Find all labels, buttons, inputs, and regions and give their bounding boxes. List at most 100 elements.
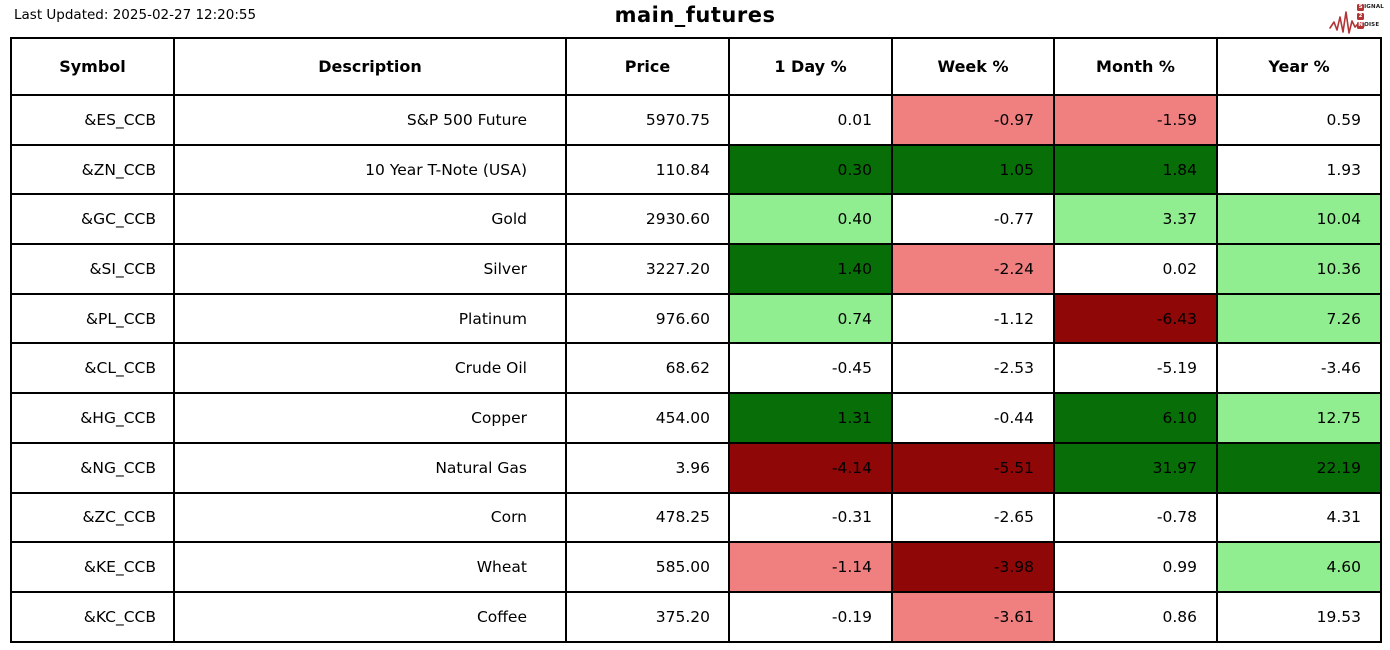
logo-text: S IGNAL 2 N OISE [1357,3,1384,29]
symbol-cell: &KE_CCB [10,541,175,593]
description-cell: Platinum [173,292,567,345]
year-pct-cell: 0.59 [1216,94,1382,146]
symbol-cell: &CL_CCB [10,342,175,395]
year-pct-cell: 12.75 [1216,392,1382,444]
day-pct-cell: 0.74 [728,292,893,345]
column-header-month-pct: Month % [1053,37,1218,96]
table-row: &KC_CCB Coffee 375.20 -0.19 -3.61 0.86 19.53 [10,590,1382,643]
description-cell: Corn [173,491,567,544]
symbol-cell: &PL_CCB [10,292,175,345]
table-row: &SI_CCB Silver 3227.20 1.40 -2.24 0.02 10.36 [10,243,1382,295]
last-updated-timestamp: Last Updated: 2025-02-27 12:20:55 [14,7,257,23]
week-pct-cell: -5.51 [891,441,1055,494]
week-pct-cell: -3.61 [891,590,1055,643]
table-row: &ES_CCB S&P 500 Future 5970.75 0.01 -0.97 -1.… [10,94,1382,146]
column-header-year-pct: Year % [1216,37,1382,96]
column-header-week-pct: Week % [891,37,1055,96]
column-header-symbol: Symbol [10,37,175,96]
table-row: &HG_CCB Copper 454.00 1.31 -0.44 6.10 12.75 [10,392,1382,444]
table-row: &GC_CCB Gold 2930.60 0.40 -0.77 3.37 10.04 [10,193,1382,246]
page-title: main_futures [614,3,776,27]
week-pct-cell: -0.77 [891,193,1055,246]
description-cell: Copper [173,392,567,444]
description-cell: Natural Gas [173,441,567,494]
week-pct-cell: 1.05 [891,143,1055,196]
symbol-cell: &NG_CCB [10,441,175,494]
futures-table: Symbol Description Price 1 Day % Week % Month… [10,37,1382,643]
description-cell: 10 Year T-Note (USA) [173,143,567,196]
logo-letter-n: N [1357,21,1365,29]
day-pct-cell: 1.40 [728,243,893,295]
week-pct-cell: -2.53 [891,342,1055,395]
column-header-price: Price [565,37,730,96]
year-pct-cell: 19.53 [1216,590,1382,643]
symbol-cell: &ZC_CCB [10,491,175,544]
price-cell: 375.20 [565,590,730,643]
price-cell: 454.00 [565,392,730,444]
month-pct-cell: 31.97 [1053,441,1218,494]
year-pct-cell: 10.04 [1216,193,1382,246]
day-pct-cell: 0.01 [728,94,893,146]
table-row: &KE_CCB Wheat 585.00 -1.14 -3.98 0.99 4.60 [10,541,1382,593]
symbol-cell: &ZN_CCB [10,143,175,196]
year-pct-cell: 4.60 [1216,541,1382,593]
day-pct-cell: 0.30 [728,143,893,196]
description-cell: Wheat [173,541,567,593]
symbol-cell: &GC_CCB [10,193,175,246]
year-pct-cell: -3.46 [1216,342,1382,395]
price-cell: 478.25 [565,491,730,544]
day-pct-cell: -0.31 [728,491,893,544]
day-pct-cell: -4.14 [728,441,893,494]
week-pct-cell: -0.44 [891,392,1055,444]
month-pct-cell: 6.10 [1053,392,1218,444]
week-pct-cell: -3.98 [891,541,1055,593]
symbol-cell: &ES_CCB [10,94,175,146]
table-row: &ZN_CCB 10 Year T-Note (USA) 110.84 0.30 1.0… [10,143,1382,196]
month-pct-cell: 0.02 [1053,243,1218,295]
week-pct-cell: -0.97 [891,94,1055,146]
day-pct-cell: -0.19 [728,590,893,643]
month-pct-cell: 1.84 [1053,143,1218,196]
table-row: &NG_CCB Natural Gas 3.96 -4.14 -5.51 31.97 22.… [10,441,1382,494]
year-pct-cell: 4.31 [1216,491,1382,544]
price-cell: 68.62 [565,342,730,395]
logo-letter-s: S [1357,3,1365,11]
table-row: &CL_CCB Crude Oil 68.62 -0.45 -2.53 -5.19 -3.4… [10,342,1382,395]
month-pct-cell: 0.86 [1053,590,1218,643]
price-cell: 3227.20 [565,243,730,295]
price-cell: 110.84 [565,143,730,196]
column-header-description: Description [173,37,567,96]
logo-word-signal: IGNAL [1364,4,1384,10]
year-pct-cell: 10.36 [1216,243,1382,295]
day-pct-cell: 1.31 [728,392,893,444]
year-pct-cell: 22.19 [1216,441,1382,494]
symbol-cell: &HG_CCB [10,392,175,444]
month-pct-cell: -1.59 [1053,94,1218,146]
column-header-day-pct: 1 Day % [728,37,893,96]
month-pct-cell: -5.19 [1053,342,1218,395]
logo-word-noise: OISE [1364,22,1380,28]
table-row: &PL_CCB Platinum 976.60 0.74 -1.12 -6.43 7.26 [10,292,1382,345]
description-cell: Crude Oil [173,342,567,395]
description-cell: Coffee [173,590,567,643]
price-cell: 976.60 [565,292,730,345]
description-cell: S&P 500 Future [173,94,567,146]
symbol-cell: &KC_CCB [10,590,175,643]
month-pct-cell: -6.43 [1053,292,1218,345]
year-pct-cell: 7.26 [1216,292,1382,345]
signal2noise-logo: S IGNAL 2 N OISE [1329,2,1385,35]
month-pct-cell: 0.99 [1053,541,1218,593]
price-cell: 3.96 [565,441,730,494]
symbol-cell: &SI_CCB [10,243,175,295]
week-pct-cell: -2.65 [891,491,1055,544]
week-pct-cell: -1.12 [891,292,1055,345]
description-cell: Silver [173,243,567,295]
month-pct-cell: -0.78 [1053,491,1218,544]
month-pct-cell: 3.37 [1053,193,1218,246]
waveform-icon [1329,11,1365,34]
day-pct-cell: -0.45 [728,342,893,395]
price-cell: 585.00 [565,541,730,593]
table-header-row: Symbol Description Price 1 Day % Week % Month… [10,37,1382,96]
year-pct-cell: 1.93 [1216,143,1382,196]
day-pct-cell: -1.14 [728,541,893,593]
